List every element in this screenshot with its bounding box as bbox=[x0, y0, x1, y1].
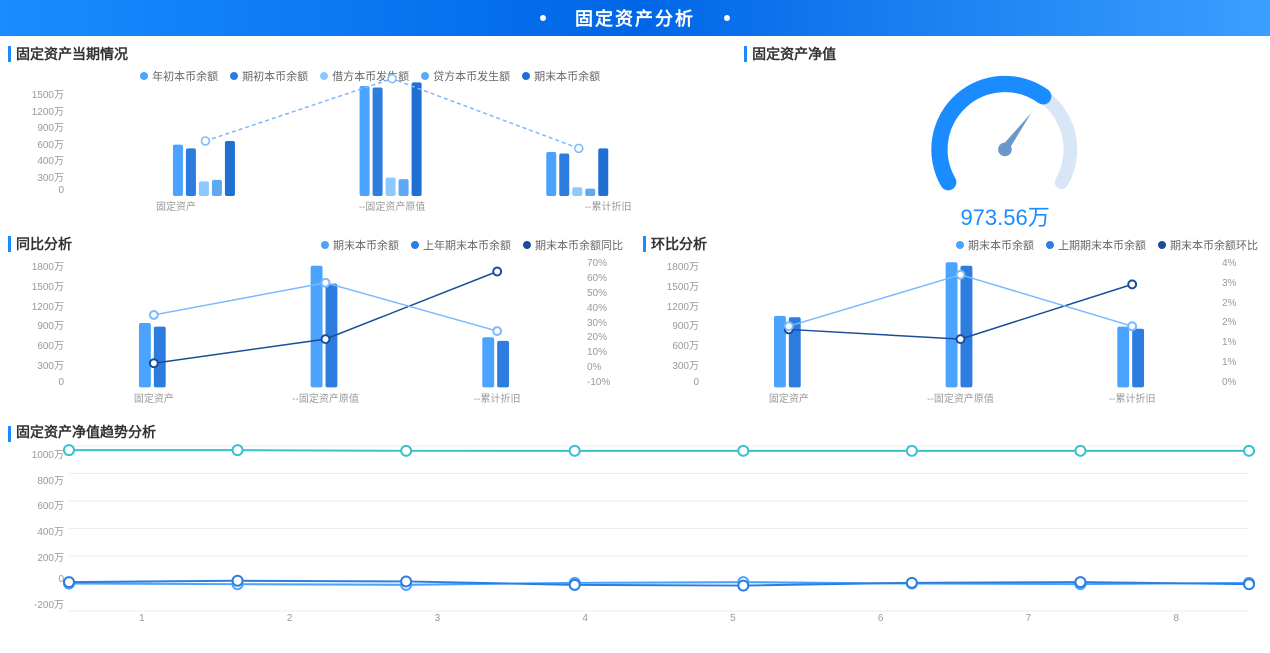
legend-item: 期末本币余额同比 bbox=[523, 237, 623, 253]
trend-y-axis: 1000万800万600万400万200万0-200万 bbox=[16, 446, 64, 611]
title-bar-icon bbox=[8, 236, 11, 252]
mom-title: 环比分析 bbox=[651, 234, 707, 254]
yoy-legend: 期末本币余额上年期末本币余额期末本币余额同比 bbox=[92, 237, 623, 253]
legend-item: 年初本币余额 bbox=[140, 68, 218, 84]
current-title: 固定资产当期情况 bbox=[16, 44, 724, 64]
current-x-labels: 固定资产--固定资产原值--累计折旧 bbox=[68, 198, 716, 216]
legend-item: 贷方本币发生额 bbox=[421, 68, 510, 84]
trend-title: 固定资产净值趋势分析 bbox=[16, 422, 1258, 442]
legend-item: 期初本币余额 bbox=[230, 68, 308, 84]
current-legend: 年初本币余额期初本币余额借方本币发生额贷方本币发生额期末本币余额 bbox=[16, 68, 724, 84]
mom-plot bbox=[703, 258, 1218, 388]
yoy-title: 同比分析 bbox=[16, 234, 72, 254]
yoy-y-axis2: 70%60%50%40%30%20%10%0%-10% bbox=[587, 258, 623, 388]
dashboard-title: 固定资产分析 bbox=[575, 5, 695, 31]
mom-y-axis2: 4%3%2%2%1%1%0% bbox=[1222, 258, 1258, 388]
title-bar-icon bbox=[744, 46, 747, 62]
dashboard-header: 固定资产分析 bbox=[0, 0, 1270, 36]
legend-item: 上年期末本币余额 bbox=[411, 237, 511, 253]
title-bar-icon bbox=[643, 236, 646, 252]
netvalue-panel: 固定资产净值 973.56万 bbox=[736, 36, 1270, 226]
yoy-panel: 同比分析 期末本币余额上年期末本币余额期末本币余额同比 1800万1500万12… bbox=[0, 226, 635, 416]
mom-panel: 环比分析 期末本币余额上期期末本币余额期末本币余额环比 1800万1500万12… bbox=[635, 226, 1270, 416]
legend-item: 期末本币余额 bbox=[956, 237, 1034, 253]
mom-x-labels: 固定资产--固定资产原值--累计折旧 bbox=[703, 390, 1218, 408]
trend-plot bbox=[68, 446, 1250, 611]
yoy-y-axis: 1800万1500万1200万900万600万300万0 bbox=[16, 258, 64, 388]
current-y-axis: 1500万1200万900万600万400万300万0 bbox=[16, 86, 64, 196]
legend-item: 上期期末本币余额 bbox=[1046, 237, 1146, 253]
yoy-x-labels: 固定资产--固定资产原值--累计折旧 bbox=[68, 390, 583, 408]
gauge: 973.56万 bbox=[752, 68, 1258, 218]
mom-legend: 期末本币余额上期期末本币余额期末本币余额环比 bbox=[727, 237, 1258, 253]
yoy-plot bbox=[68, 258, 583, 388]
current-panel: 固定资产当期情况 年初本币余额期初本币余额借方本币发生额贷方本币发生额期末本币余… bbox=[0, 36, 736, 226]
trend-x-labels: 12345678 bbox=[68, 613, 1250, 631]
title-bar-icon bbox=[8, 46, 11, 62]
mom-y-axis: 1800万1500万1200万900万600万300万0 bbox=[651, 258, 699, 388]
current-plot bbox=[68, 86, 716, 196]
legend-item: 期末本币余额 bbox=[321, 237, 399, 253]
legend-item: 期末本币余额 bbox=[522, 68, 600, 84]
title-bar-icon bbox=[8, 426, 11, 442]
legend-item: 期末本币余额环比 bbox=[1158, 237, 1258, 253]
trend-panel: 固定资产净值趋势分析 1000万800万600万400万200万0-200万 1… bbox=[0, 416, 1270, 641]
